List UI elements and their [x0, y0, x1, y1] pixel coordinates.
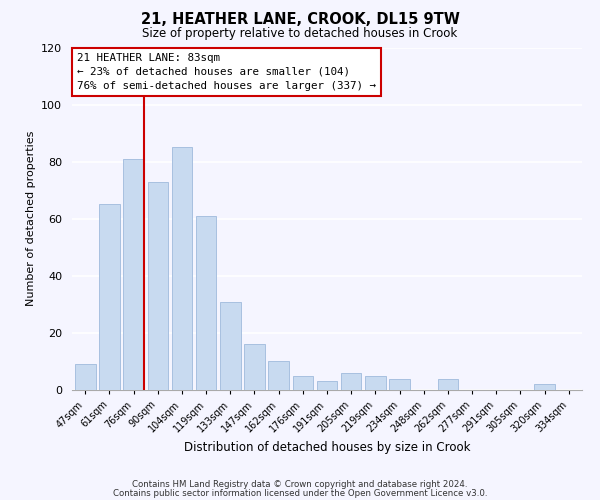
Bar	[99, 204, 120, 390]
Bar	[534, 384, 555, 390]
Bar	[437, 378, 458, 390]
Bar	[196, 216, 217, 390]
Bar	[389, 378, 410, 390]
Text: Contains HM Land Registry data © Crown copyright and database right 2024.: Contains HM Land Registry data © Crown c…	[132, 480, 468, 489]
Bar	[220, 302, 241, 390]
Text: Size of property relative to detached houses in Crook: Size of property relative to detached ho…	[142, 28, 458, 40]
Bar	[365, 376, 386, 390]
Bar	[172, 148, 192, 390]
Bar	[341, 373, 361, 390]
Text: 21, HEATHER LANE, CROOK, DL15 9TW: 21, HEATHER LANE, CROOK, DL15 9TW	[140, 12, 460, 28]
Bar	[148, 182, 168, 390]
X-axis label: Distribution of detached houses by size in Crook: Distribution of detached houses by size …	[184, 441, 470, 454]
Bar	[268, 362, 289, 390]
Y-axis label: Number of detached properties: Number of detached properties	[26, 131, 35, 306]
Bar	[244, 344, 265, 390]
Bar	[293, 376, 313, 390]
Text: 21 HEATHER LANE: 83sqm
← 23% of detached houses are smaller (104)
76% of semi-de: 21 HEATHER LANE: 83sqm ← 23% of detached…	[77, 52, 376, 90]
Text: Contains public sector information licensed under the Open Government Licence v3: Contains public sector information licen…	[113, 488, 487, 498]
Bar	[75, 364, 95, 390]
Bar	[124, 159, 144, 390]
Bar	[317, 382, 337, 390]
